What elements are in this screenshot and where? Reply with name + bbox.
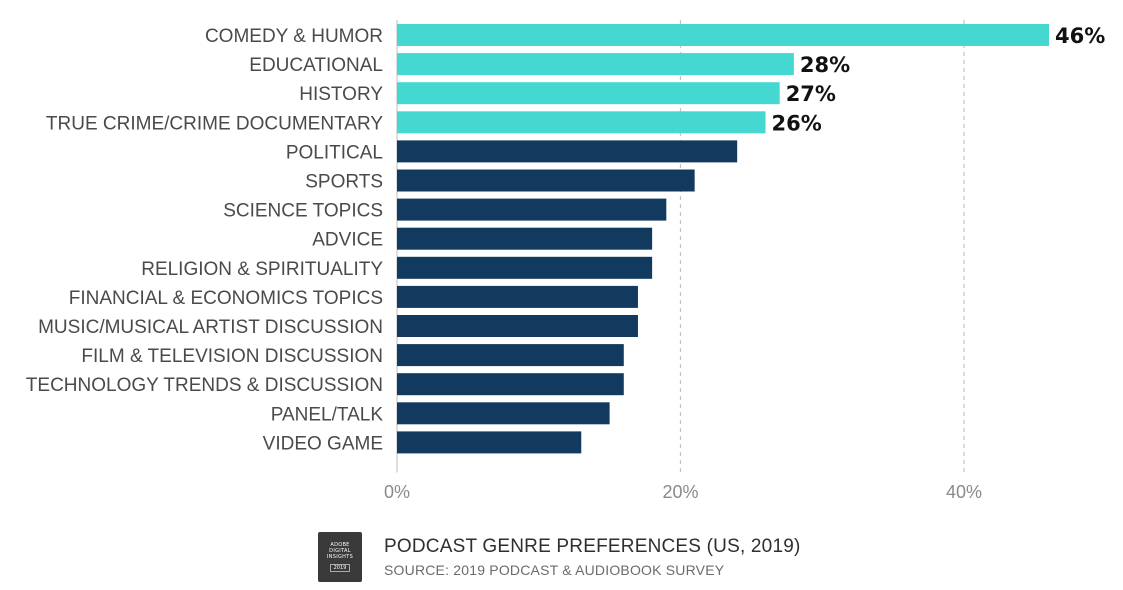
x-axis-ticks: 0% 20% 40% [384, 482, 982, 502]
bar [397, 373, 624, 396]
category-label: POLITICAL [286, 142, 383, 163]
bar [397, 315, 638, 337]
adobe-digital-insights-logo: ADOBE DIGITAL INSIGHTS 2019 [318, 532, 362, 582]
data-label: 27% [786, 82, 836, 106]
chart-title: PODCAST GENRE PREFERENCES (US, 2019) [384, 536, 801, 557]
bar [397, 140, 738, 163]
bar [397, 227, 653, 250]
category-label: TECHNOLOGY TRENDS & DISCUSSION [26, 375, 383, 396]
data-label: 26% [772, 111, 822, 135]
x-tick-label: 0% [384, 482, 410, 502]
bar [397, 285, 638, 308]
logo-year: 2019 [329, 564, 351, 572]
bar [397, 431, 582, 454]
category-label: HISTORY [299, 84, 383, 105]
data-label: 28% [800, 53, 850, 77]
bar [397, 256, 653, 279]
category-label: SCIENCE TOPICS [223, 201, 383, 222]
chart-source: SOURCE: 2019 PODCAST & AUDIOBOOK SURVEY [384, 562, 725, 578]
category-labels: COMEDY & HUMOR EDUCATIONAL HISTORY TRUE CRI… [26, 26, 384, 454]
logo-line-2: DIGITAL [329, 548, 351, 554]
category-label: RELIGION & SPIRITUALITY [141, 259, 383, 280]
category-label: ADVICE [312, 230, 383, 251]
category-label: EDUCATIONAL [249, 55, 383, 76]
category-label: PANEL/TALK [271, 404, 384, 425]
bar [397, 53, 794, 76]
data-label: 46% [1055, 24, 1105, 48]
bar [397, 24, 1049, 46]
bar [397, 198, 667, 221]
category-label: MUSIC/MUSICAL ARTIST DISCUSSION [38, 317, 383, 338]
bar-chart: COMEDY & HUMOR EDUCATIONAL HISTORY TRUE CRI… [26, 20, 1106, 502]
category-label: TRUE CRIME/CRIME DOCUMENTARY [46, 113, 383, 134]
bar [397, 169, 695, 192]
category-label: SPORTS [305, 172, 383, 193]
footer-text: PODCAST GENRE PREFERENCES (US, 2019) SOU… [384, 536, 801, 578]
x-tick-label: 40% [946, 482, 982, 502]
bar [397, 402, 610, 425]
data-labels: 46% 28% 27% 26% [772, 24, 1106, 135]
category-label: FILM & TELEVISION DISCUSSION [81, 346, 383, 367]
category-label: COMEDY & HUMOR [205, 26, 383, 47]
bar [397, 82, 780, 105]
chart-footer: ADOBE DIGITAL INSIGHTS 2019 PODCAST GENR… [318, 532, 801, 582]
bar [397, 344, 624, 367]
bar [397, 111, 766, 134]
category-label: VIDEO GAME [263, 433, 383, 454]
bars [397, 24, 1049, 454]
category-label: FINANCIAL & ECONOMICS TOPICS [69, 288, 383, 309]
x-tick-label: 20% [662, 482, 698, 502]
logo-line-1: ADOBE [330, 542, 350, 548]
logo-line-3: INSIGHTS [326, 554, 354, 560]
